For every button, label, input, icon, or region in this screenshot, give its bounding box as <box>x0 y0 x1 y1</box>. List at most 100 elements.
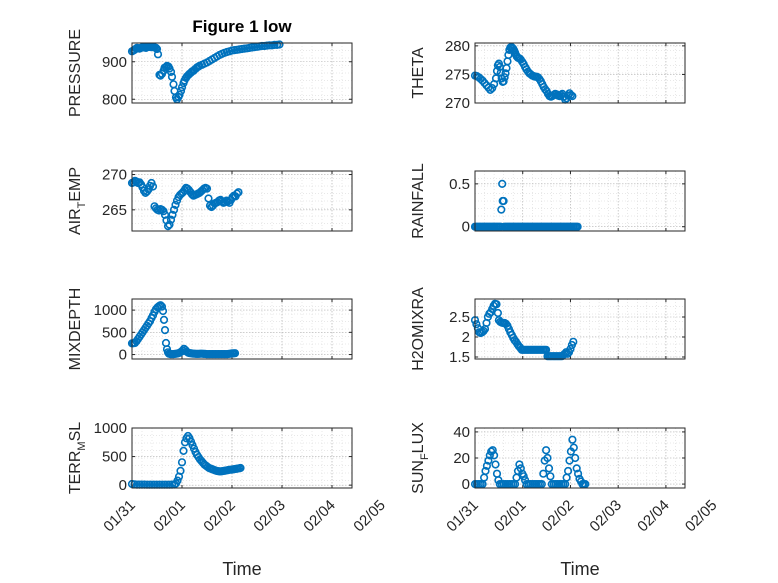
data-point <box>486 85 495 94</box>
y-axis-label-subscript: T <box>76 201 88 208</box>
y-tick-label: 280 <box>445 38 470 55</box>
y-axis-label-text: RAINFALL <box>410 163 427 239</box>
data-point <box>569 337 578 346</box>
data-point <box>491 460 500 469</box>
y-axis-label-text: AIR <box>67 208 84 235</box>
data-point <box>499 77 508 86</box>
y-tick-label: 800 <box>102 91 127 108</box>
data-point <box>515 460 524 469</box>
data-point <box>581 480 590 489</box>
data-point <box>568 435 577 444</box>
figure-title: Figure 1 low <box>192 17 292 36</box>
axes-box <box>474 170 686 232</box>
data-point <box>488 446 497 455</box>
y-axis-label: THETA <box>410 47 427 99</box>
data-point <box>498 179 507 188</box>
y-axis-label-text: PRESSURE <box>67 29 84 117</box>
data-point <box>163 222 173 231</box>
y-axis-label-subscript: F <box>419 453 431 460</box>
data-point <box>563 466 573 476</box>
y-tick-label: 20 <box>453 450 470 467</box>
minor-grid <box>131 43 352 103</box>
y-tick-label: 0 <box>462 476 470 493</box>
data-point <box>153 50 163 59</box>
data-point <box>169 205 179 214</box>
y-tick-label: 40 <box>453 424 470 441</box>
data-point <box>175 90 184 99</box>
y-axis-label-text: SUN <box>410 460 427 494</box>
data-series <box>470 42 577 104</box>
data-point <box>265 41 274 50</box>
data-point <box>541 446 551 455</box>
axes-box <box>474 427 686 489</box>
data-point <box>179 446 188 456</box>
x-axis-label: Time <box>222 559 261 579</box>
x-tick-label: 02/01 <box>150 497 189 536</box>
x-tick-label: 02/04 <box>634 497 673 536</box>
data-point <box>481 466 490 476</box>
data-point <box>491 74 501 83</box>
y-tick-label: 1.5 <box>449 349 470 366</box>
data-point <box>230 349 240 358</box>
data-point <box>500 73 509 82</box>
y-tick-label: 1000 <box>94 420 127 437</box>
data-point <box>492 300 501 309</box>
y-axis-label-text: THETA <box>410 47 427 99</box>
y-axis-label-text: TERR <box>67 451 84 495</box>
data-point <box>157 302 167 311</box>
y-tick-label: 0.5 <box>449 176 470 193</box>
data-point <box>236 463 245 473</box>
y-tick-label: 1000 <box>94 302 127 319</box>
data-point <box>176 466 185 476</box>
data-point <box>173 476 182 485</box>
data-point <box>166 67 176 76</box>
data-point <box>544 464 554 473</box>
data-point <box>490 451 499 460</box>
axes-terr-msl: 0 500 1000 TERRMSL 01/31 02/01 02/02 02/03 02/04… <box>67 420 389 579</box>
data-point <box>166 215 176 224</box>
data-point <box>504 50 513 60</box>
data-series <box>470 435 590 489</box>
y-axis-label: PRESSURE <box>67 29 84 117</box>
x-tick-label: 02/04 <box>300 497 339 536</box>
x-tick-label: 02/01 <box>491 497 530 536</box>
data-point <box>546 472 555 481</box>
data-point <box>566 344 575 354</box>
data-point <box>148 182 158 191</box>
data-point <box>152 44 162 54</box>
data-point <box>202 184 212 193</box>
data-series <box>127 176 243 231</box>
data-point <box>568 91 577 101</box>
data-point <box>497 205 506 214</box>
axes-box <box>131 427 353 489</box>
axes-box <box>131 42 353 104</box>
x-tick-label: 02/02 <box>539 497 578 536</box>
data-point <box>573 222 582 231</box>
y-tick-label: 0 <box>119 477 127 494</box>
x-tick-label: 01/31 <box>100 497 139 536</box>
data-point <box>484 456 493 465</box>
y-axis-label: H2OMIXRA <box>410 287 427 371</box>
data-point <box>537 480 546 489</box>
y-axis-label: SUNFLUX <box>410 422 431 494</box>
y-tick-label: 270 <box>102 167 127 184</box>
axes-pressure: 800 900 PRESSURE Figure 1 low <box>67 17 353 117</box>
axes-box <box>474 298 686 360</box>
axes-sun-flux: 0 20 40 SUNFLUX 01/31 02/01 02/02 02/03 02/04 02/… <box>410 422 720 579</box>
data-point <box>270 40 279 50</box>
data-point <box>232 189 242 198</box>
data-point <box>275 40 284 49</box>
y-axis-label-text: MIXDEPTH <box>67 288 84 371</box>
data-point <box>176 86 186 96</box>
data-point <box>560 349 569 358</box>
axes-h2omixra: 1.5 2 2.5 H2OMIXRA <box>410 287 686 371</box>
y-tick-label: 2 <box>462 329 470 346</box>
minor-grid <box>474 43 685 104</box>
x-tick-label: 02/03 <box>586 497 625 536</box>
axes-air-temp: 265 270 AIRTEMP <box>67 167 353 235</box>
minor-grid <box>474 299 685 359</box>
data-series <box>127 40 284 104</box>
minor-grid <box>131 171 352 231</box>
